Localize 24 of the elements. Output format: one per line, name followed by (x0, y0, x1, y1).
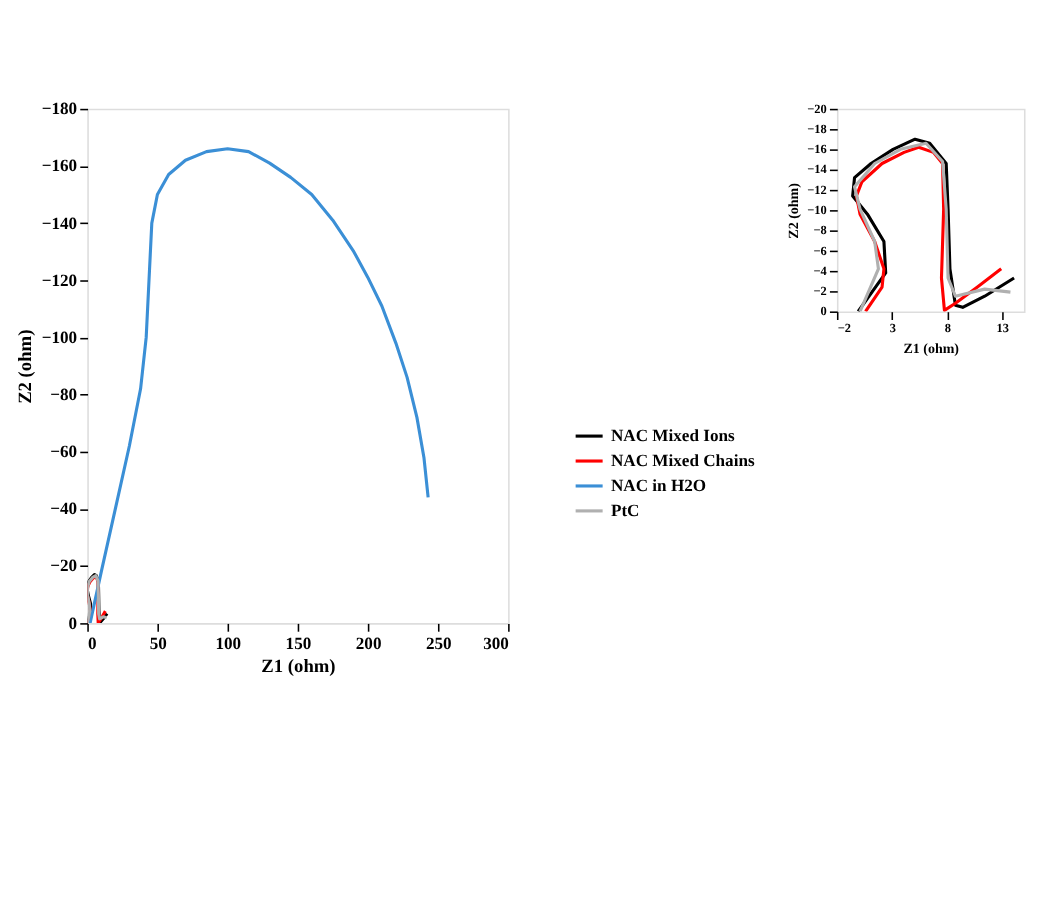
y-tick-label: −140 (41, 212, 78, 233)
x-tick-label: 100 (215, 632, 242, 653)
x-tick-label: 300 (483, 632, 509, 653)
line-series (88, 147, 430, 624)
y-tick-label: −20 (50, 555, 78, 576)
y-axis-title: Z2 (ohm) (16, 329, 37, 404)
legend-label: NAC Mixed Chains (610, 449, 756, 470)
y-tick-label: −80 (50, 383, 78, 404)
x-tick-label: 200 (355, 632, 382, 653)
y-tick-label: −120 (41, 269, 78, 290)
y-tick-label: −180 (41, 98, 78, 119)
y-tick-label: −40 (50, 498, 78, 519)
y-tick-label: −100 (41, 326, 78, 347)
x-axis-title: Z1 (ohm) (261, 658, 336, 679)
legend-label: NAC in H2O (610, 474, 707, 495)
x-tick-label: 0 (88, 632, 97, 653)
legend-label: PtC (610, 499, 640, 520)
y-tick-label: −60 (50, 441, 78, 462)
y-tick-label: −160 (41, 155, 78, 176)
x-tick-label: 250 (425, 632, 452, 653)
x-tick-label: 150 (285, 632, 312, 653)
legend-label: NAC Mixed Ions (610, 424, 736, 445)
x-tick-label: 50 (149, 632, 167, 653)
y-tick-label: 0 (68, 612, 78, 633)
